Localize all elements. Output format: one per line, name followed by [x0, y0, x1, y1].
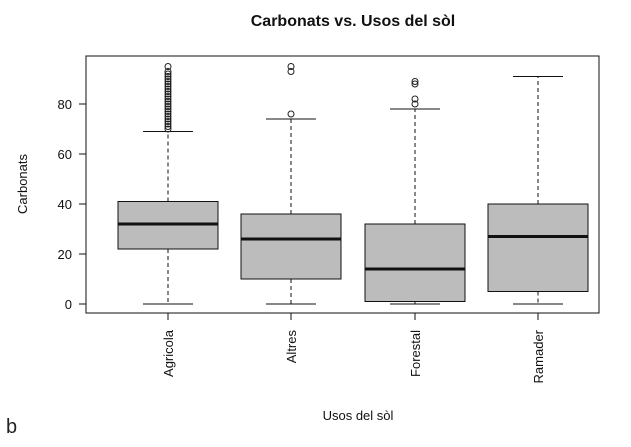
outlier-point: [164, 100, 172, 108]
box-ramader: [487, 76, 589, 305]
outlier-point: [164, 93, 172, 100]
outlier-point: [411, 100, 419, 108]
outlier-point: [164, 118, 172, 125]
x-axis-label: Usos del sòl: [323, 408, 394, 423]
outlier-point: [164, 105, 172, 113]
outlier-point: [164, 95, 172, 103]
box-forestal: [364, 78, 466, 305]
outlier-point: [164, 73, 172, 80]
outlier-point: [164, 78, 172, 85]
box-group: [117, 63, 589, 305]
box-altres: [240, 63, 342, 305]
outlier-point: [411, 78, 419, 85]
outlier-point: [164, 110, 172, 118]
y-tick-label: 0: [65, 297, 72, 312]
iqr-box: [364, 223, 466, 302]
x-tick-label: Altres: [284, 330, 299, 364]
x-axis: Agricola Altres Forestal Ramader: [161, 312, 546, 383]
outlier-point: [164, 75, 172, 83]
outlier-point: [164, 125, 172, 133]
outlier-point: [164, 63, 172, 70]
outlier-point: [164, 68, 172, 75]
outlier-point: [287, 63, 295, 70]
outlier-point: [164, 103, 172, 110]
iqr-box: [240, 213, 342, 280]
outlier-point: [411, 95, 419, 103]
y-tick-label: 60: [58, 147, 72, 162]
y-tick-label: 80: [58, 97, 72, 112]
x-tick-label: Agricola: [161, 329, 176, 377]
y-axis: 0 20 40 60 80: [58, 97, 87, 312]
box-agricola: [117, 63, 219, 305]
outlier-point: [164, 123, 172, 130]
outlier-point: [164, 83, 172, 90]
outlier-point: [287, 68, 295, 75]
outlier-point: [411, 80, 419, 88]
outlier-point: [164, 80, 172, 88]
outlier-point: [164, 85, 172, 93]
y-tick-label: 20: [58, 247, 72, 262]
outlier-point: [164, 113, 172, 120]
y-axis-label: Carbonats: [15, 154, 30, 214]
chart-title: Carbonats vs. Usos del sòl: [251, 13, 456, 30]
panel-label: b: [6, 416, 18, 438]
outlier-point: [164, 115, 172, 123]
outlier-point: [164, 70, 172, 78]
x-tick-label: Ramader: [531, 329, 546, 383]
outlier-point: [164, 120, 172, 128]
outlier-point: [164, 88, 172, 95]
outlier-point: [164, 90, 172, 98]
y-tick-label: 40: [58, 197, 72, 212]
outlier-point: [164, 108, 172, 115]
outlier-point: [287, 110, 295, 118]
outlier-point: [164, 98, 172, 105]
x-tick-label: Forestal: [408, 330, 423, 377]
iqr-box: [487, 203, 589, 292]
